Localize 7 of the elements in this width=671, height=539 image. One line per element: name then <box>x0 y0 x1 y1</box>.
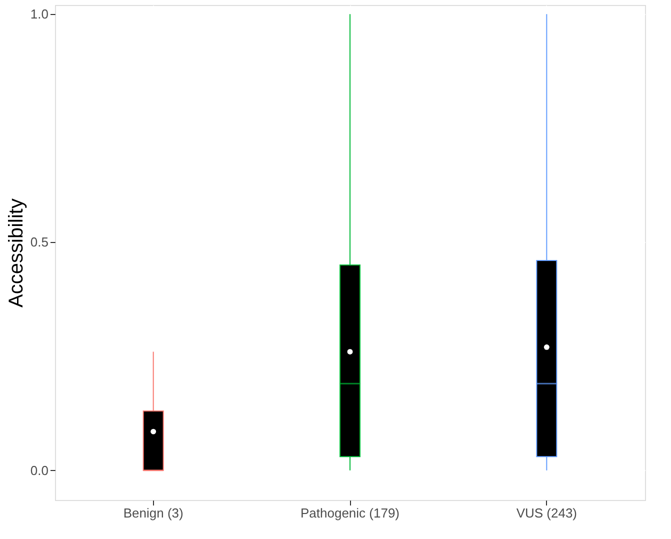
y-axis-title: Accessibility <box>5 198 28 308</box>
x-tick-label: Benign (3) <box>123 506 184 520</box>
x-tick-label: VUS (243) <box>516 506 578 520</box>
y-tick-label: 0.0 <box>30 462 48 478</box>
y-tick-label: 1.0 <box>30 6 48 22</box>
y-tick-label: 0.5 <box>30 234 48 250</box>
x-tick-label: Pathogenic (179) <box>300 506 400 520</box>
